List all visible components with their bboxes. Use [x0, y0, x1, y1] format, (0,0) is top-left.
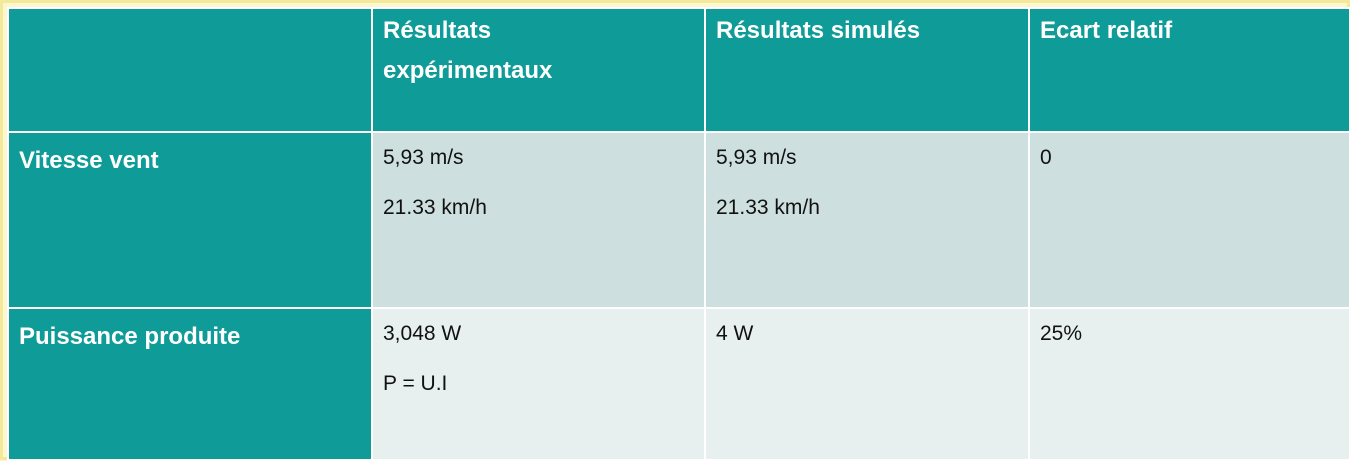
cell-value: P = U.I	[383, 372, 448, 395]
header-experimental-line2: expérimentaux	[383, 57, 553, 84]
row-label-wind-speed-text: Vitesse vent	[19, 147, 159, 174]
cell-power-relative-gap: 25%	[1028, 307, 1350, 461]
cell-value: 3,048 W	[383, 322, 462, 345]
header-corner-cell	[7, 7, 373, 133]
row-label-power-produced-text: Puissance produite	[19, 323, 241, 350]
cell-wind-simulated: 5,93 m/s 21.33 km/h	[704, 131, 1030, 309]
cell-power-simulated: 4 W	[704, 307, 1030, 461]
header-simulated-label: Résultats simulés	[716, 17, 921, 44]
header-experimental-line1: Résultats	[383, 17, 492, 44]
cell-wind-relative-gap: 0	[1028, 131, 1350, 309]
cell-wind-experimental: 5,93 m/s 21.33 km/h	[371, 131, 706, 309]
table-header-row: Résultats expérimentaux Résultats simulé…	[7, 7, 1350, 133]
table-row-wind-speed: Vitesse vent 5,93 m/s 21.33 km/h 5,93 m/…	[7, 131, 1350, 309]
results-table: Résultats expérimentaux Résultats simulé…	[7, 7, 1350, 461]
cell-value: 25%	[1040, 322, 1083, 345]
cell-power-experimental: 3,048 W P = U.I	[371, 307, 706, 461]
cell-value: 4 W	[716, 322, 754, 345]
cell-value: 21.33 km/h	[383, 196, 487, 219]
row-label-power-produced: Puissance produite	[7, 307, 373, 461]
cell-value: 5,93 m/s	[383, 146, 464, 169]
header-relative-gap: Ecart relatif	[1028, 7, 1350, 133]
row-label-wind-speed: Vitesse vent	[7, 131, 373, 309]
cell-value: 0	[1040, 146, 1052, 169]
header-experimental: Résultats expérimentaux	[371, 7, 706, 133]
table-row-power-produced: Puissance produite 3,048 W P = U.I 4 W 2…	[7, 307, 1350, 461]
header-relative-gap-label: Ecart relatif	[1040, 17, 1173, 44]
cell-value: 5,93 m/s	[716, 146, 797, 169]
cell-value: 21.33 km/h	[716, 196, 820, 219]
header-simulated: Résultats simulés	[704, 7, 1030, 133]
